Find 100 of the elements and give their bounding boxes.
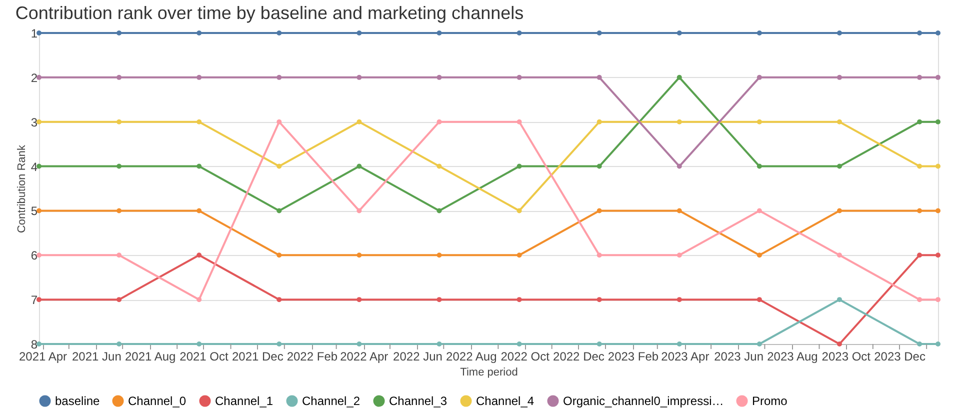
point: [936, 119, 940, 124]
y-tick-label: 7: [30, 293, 38, 308]
point: [596, 74, 602, 80]
point: [936, 164, 940, 169]
point: [36, 208, 42, 214]
point: [676, 208, 682, 214]
point: [276, 119, 282, 124]
y-tick-label: 5: [30, 204, 38, 218]
point: [36, 252, 42, 258]
point: [676, 164, 682, 169]
point: [676, 252, 682, 258]
point: [596, 208, 602, 214]
point: [936, 30, 940, 36]
legend-label: Promo: [752, 394, 788, 408]
point: [596, 30, 602, 36]
point: [917, 342, 922, 346]
point: [836, 297, 842, 302]
point: [917, 164, 922, 169]
y-tick-label: 1: [30, 26, 38, 40]
point: [756, 164, 762, 169]
point: [436, 119, 442, 124]
point: [516, 297, 522, 302]
point: [356, 30, 362, 36]
point: [676, 342, 682, 346]
point: [516, 208, 522, 214]
point: [936, 342, 940, 346]
point: [436, 252, 442, 258]
point: [276, 252, 282, 258]
point: [917, 208, 922, 214]
point: [936, 252, 940, 258]
point: [917, 252, 922, 258]
point: [676, 297, 682, 302]
x-tick-label: 2023 Aug: [767, 350, 818, 364]
x-tick-label: 2022 Apr: [340, 350, 388, 364]
point: [516, 30, 522, 36]
x-tick-label: 2021 Oct: [180, 350, 230, 364]
x-tick-label: 2023 Apr: [661, 350, 710, 364]
point: [936, 208, 940, 214]
legend-label: Organic_channel0_impressi…: [563, 394, 724, 408]
point: [756, 119, 762, 124]
y-tick-label: 6: [30, 248, 38, 263]
point: [917, 74, 922, 80]
point: [756, 30, 762, 36]
point: [356, 208, 362, 214]
point: [756, 342, 762, 346]
chart-title: Contribution rank over time by baseline and marketing channels: [15, 3, 524, 23]
x-tick-label: 2022 Jun: [393, 350, 442, 364]
point: [756, 252, 762, 258]
point: [936, 74, 940, 80]
x-tick-label: 2021 Jun: [72, 350, 122, 364]
point: [196, 164, 202, 169]
x-tick-label: 2023 Feb: [608, 350, 659, 364]
point: [836, 208, 842, 214]
point: [196, 208, 202, 214]
y-tick-label: 3: [30, 115, 38, 130]
point: [516, 74, 522, 80]
legend-label: Channel_3: [389, 394, 448, 408]
point: [196, 297, 202, 302]
point: [276, 297, 282, 302]
legend-label: Channel_4: [476, 394, 534, 408]
point: [917, 30, 922, 36]
point: [36, 30, 42, 36]
point: [756, 208, 762, 214]
point: [836, 119, 842, 124]
point: [116, 119, 122, 124]
point: [116, 164, 122, 169]
x-tick-label: 2022 Dec: [553, 350, 604, 364]
point: [756, 297, 762, 302]
point: [436, 342, 442, 346]
point: [516, 252, 522, 258]
point: [516, 164, 522, 169]
point: [116, 30, 122, 36]
point: [36, 74, 42, 80]
x-tick-label: 2021 Dec: [232, 350, 284, 364]
point: [596, 252, 602, 258]
point: [936, 297, 940, 302]
y-axis-title: Contribution Rank: [16, 144, 28, 234]
point: [356, 119, 362, 124]
point: [917, 119, 922, 124]
point: [836, 342, 842, 346]
legend-label: Channel_1: [215, 394, 274, 408]
point: [436, 297, 442, 302]
point: [356, 164, 362, 169]
x-tick-label: 2022 Oct: [500, 350, 550, 364]
point: [596, 164, 602, 169]
point: [676, 74, 682, 80]
point: [36, 119, 42, 124]
point: [836, 30, 842, 36]
x-tick-label: 2023 Oct: [822, 350, 872, 364]
point: [36, 342, 42, 346]
legend-label: baseline: [55, 394, 100, 408]
point: [356, 297, 362, 302]
point: [276, 74, 282, 80]
point: [836, 74, 842, 80]
point: [596, 119, 602, 124]
x-tick-label: 2021 Apr: [18, 350, 68, 364]
y-tick-label: 2: [30, 70, 38, 85]
point: [436, 164, 442, 169]
point: [516, 342, 522, 346]
point: [276, 30, 282, 36]
